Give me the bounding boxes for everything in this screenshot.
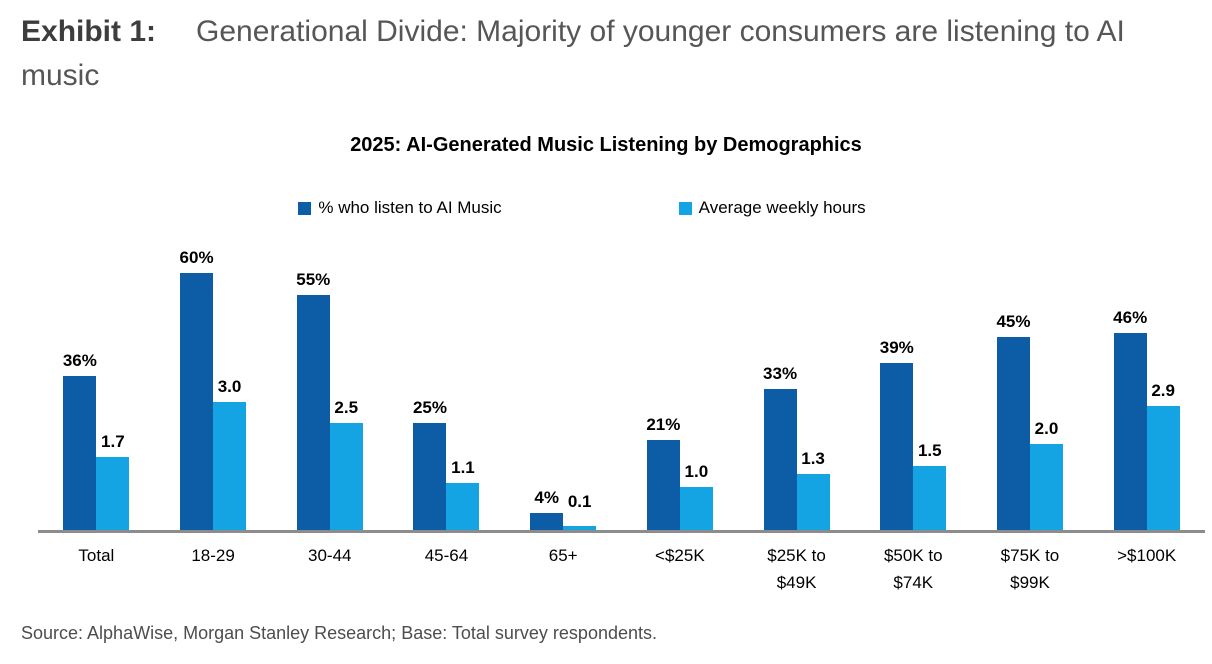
- exhibit-title: Generational Divide: Majority of younger…: [21, 15, 1125, 92]
- x-axis-label-text: $25K to $49K: [767, 546, 826, 592]
- x-axis-label-30-44: 30-44: [271, 542, 388, 596]
- bar-value-label: 4%: [534, 488, 559, 507]
- x-axis-label-text: $50K to $74K: [883, 546, 943, 592]
- legend-item-percent-listen: % who listen to AI Music: [298, 198, 502, 218]
- source-note: Source: AlphaWise, Morgan Stanley Resear…: [21, 623, 658, 643]
- exhibit-label: Exhibit 1:: [21, 15, 157, 48]
- bar-value-label: 1.3: [801, 449, 825, 468]
- x-axis-label-Total: Total: [38, 542, 155, 596]
- bar-percent-<$25K: 21%: [646, 415, 680, 530]
- bar-hours-18-29: 3.0: [213, 377, 247, 530]
- bar-group-<$25K: 21% 1.0: [622, 225, 739, 530]
- bar-group-$50K to $74K: 39% 1.5: [855, 225, 972, 530]
- bar-value-label: 0.1: [567, 492, 592, 511]
- bar-hours-$50K to $74K: 1.5: [913, 441, 947, 530]
- bar-value-label: 1.5: [917, 441, 942, 460]
- bar-hours->$100K: 2.9: [1146, 381, 1180, 530]
- bar-value-label: 46%: [1113, 308, 1148, 327]
- bar-value-label: 25%: [412, 398, 447, 417]
- x-axis-label-$25K to $49K: $25K to $49K: [738, 542, 855, 596]
- x-axis-label-$75K to $99K: $75K to $99K: [972, 542, 1089, 596]
- bar-value-label: 1.7: [101, 432, 125, 451]
- legend-label-weekly-hours: Average weekly hours: [698, 198, 866, 217]
- bar-hours-30-44: 2.5: [329, 398, 363, 530]
- bar-group-18-29: 60% 3.0: [155, 225, 272, 530]
- bar-hours-Total: 1.7: [96, 432, 130, 530]
- bar-percent-18-29: 60%: [180, 248, 214, 530]
- bar-group-Total: 36% 1.7: [38, 225, 155, 530]
- bar-percent->$100K: 46%: [1113, 308, 1147, 530]
- bar-value-label: 45%: [996, 312, 1031, 331]
- bar-hours-$75K to $99K: 2.0: [1029, 419, 1063, 530]
- x-axis-label-text: $75K to $99K: [1000, 546, 1060, 592]
- bar-group-45-64: 25% 1.1: [388, 225, 505, 530]
- legend-item-weekly-hours: Average weekly hours: [678, 198, 866, 218]
- x-axis-label-text: <$25K: [655, 546, 705, 565]
- x-axis-label-text: >$100K: [1117, 546, 1177, 565]
- bar-value-label: 55%: [296, 270, 331, 289]
- x-axis-label-$50K to $74K: $50K to $74K: [855, 542, 972, 596]
- bar-value-label: 2.9: [1151, 381, 1175, 400]
- bar-value-label: 33%: [763, 364, 798, 383]
- bar-value-label: 2.5: [334, 398, 359, 417]
- bar-percent-$50K to $74K: 39%: [880, 338, 914, 530]
- bar-value-label: 1.0: [684, 462, 709, 481]
- bar-hours-$25K to $49K: 1.3: [796, 449, 830, 530]
- bar-group-30-44: 55% 2.5: [271, 225, 388, 530]
- x-axis-labels: Total 18-29 30-44 45-64 65+ <$25K $25K to $49K…: [38, 542, 1205, 596]
- bar-percent-$75K to $99K: 45%: [996, 312, 1030, 530]
- bar-hours-<$25K: 1.0: [679, 462, 713, 530]
- bar-hours-45-64: 1.1: [446, 458, 480, 530]
- x-axis-label->$100K: >$100K: [1088, 542, 1205, 596]
- x-axis-label-45-64: 45-64: [388, 542, 505, 596]
- bar-percent-65+: 4%: [530, 488, 564, 530]
- bar-value-label: 1.1: [451, 458, 475, 477]
- legend-label-percent-listen: % who listen to AI Music: [318, 198, 502, 217]
- bar-value-label: 3.0: [217, 377, 242, 396]
- chart-legend: % who listen to AI Music Average weekly …: [0, 198, 1188, 218]
- bar-value-label: 60%: [179, 248, 214, 267]
- bar-percent-45-64: 25%: [413, 398, 447, 530]
- bar-value-label: 21%: [646, 415, 681, 434]
- bar-group-65+: 4% 0.1: [505, 225, 622, 530]
- bar-group->$100K: 46% 2.9: [1088, 225, 1205, 530]
- bar-value-label: 2.0: [1034, 419, 1059, 438]
- bar-hours-65+: 0.1: [563, 492, 597, 530]
- exhibit-header: Exhibit 1: Generational Divide: Majority …: [0, 0, 1212, 98]
- x-axis-label-65+: 65+: [505, 542, 622, 596]
- bar-value-label: 39%: [879, 338, 914, 357]
- x-axis-label-text: 18-29: [191, 546, 235, 565]
- chart: 2025: AI-Generated Music Listening by De…: [0, 132, 1212, 596]
- legend-swatch-light-blue-icon: [678, 201, 692, 215]
- plot-area: 36% 1.7 60% 3.0 55% 2.5 25% 1.1 4% 0.1 21% 1.0 33% 1.…: [38, 225, 1205, 533]
- bar-percent-Total: 36%: [63, 351, 97, 530]
- bar-group-$75K to $99K: 45% 2.0: [972, 225, 1089, 530]
- bar-group-$25K to $49K: 33% 1.3: [738, 225, 855, 530]
- legend-swatch-dark-blue-icon: [298, 201, 312, 215]
- x-axis-label-text: Total: [78, 546, 115, 565]
- bar-value-label: 36%: [62, 351, 97, 370]
- x-axis-label-<$25K: <$25K: [622, 542, 739, 596]
- x-axis-label-text: 30-44: [308, 546, 352, 565]
- chart-title: 2025: AI-Generated Music Listening by De…: [350, 134, 862, 156]
- x-axis-label-text: 45-64: [424, 546, 469, 565]
- bar-percent-$25K to $49K: 33%: [763, 364, 797, 530]
- x-axis-label-18-29: 18-29: [155, 542, 272, 596]
- x-axis-label-text: 65+: [548, 546, 578, 565]
- bar-percent-30-44: 55%: [296, 270, 330, 530]
